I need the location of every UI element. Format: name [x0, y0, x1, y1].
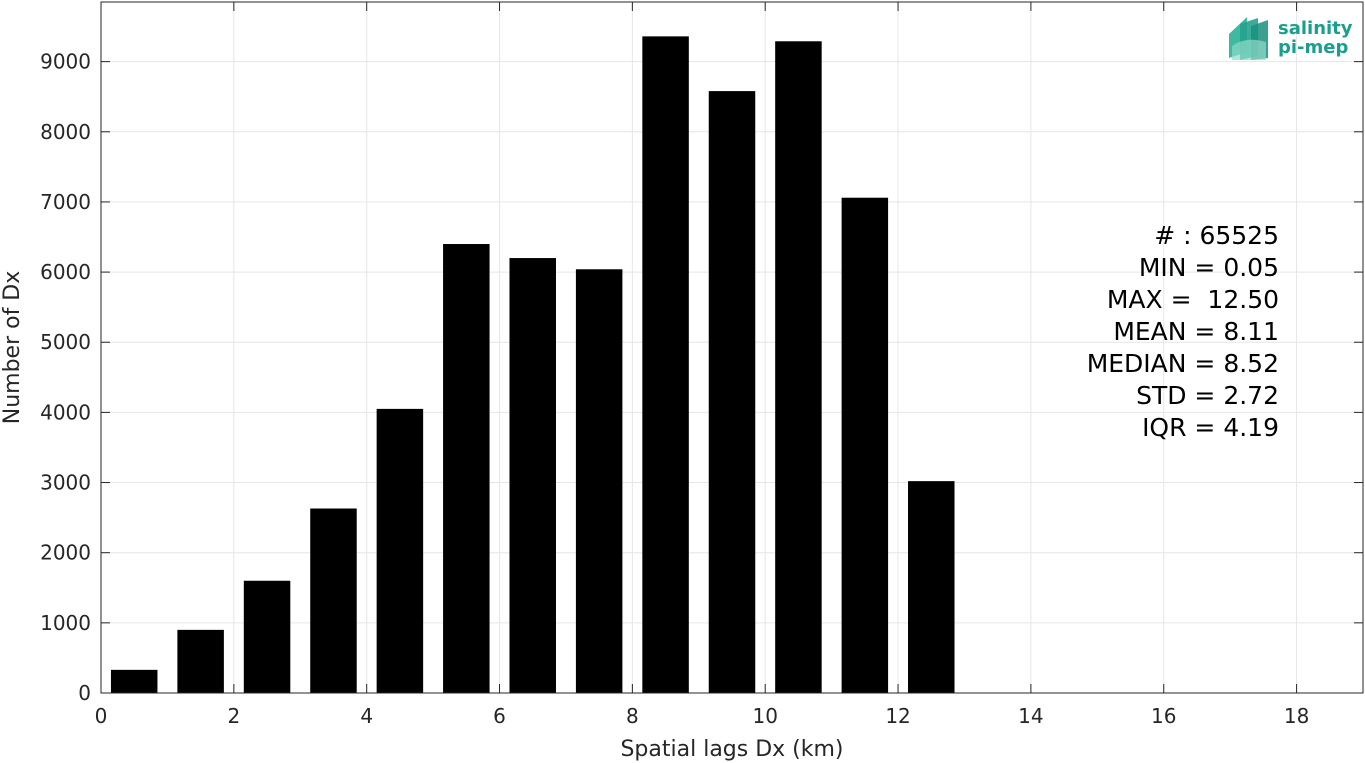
- x-axis-label: Spatial lags Dx (km): [620, 737, 843, 762]
- x-tick-label: 6: [493, 704, 506, 728]
- x-tick-label: 2: [227, 704, 240, 728]
- x-tick-label: 4: [360, 704, 373, 728]
- stats-line: MIN = 0.05: [1139, 253, 1279, 282]
- y-tick-label: 0: [78, 681, 91, 705]
- bar-1: [177, 629, 224, 693]
- y-tick-label: 2000: [40, 541, 91, 565]
- y-tick-label: 7000: [40, 190, 91, 214]
- stats-line: MAX = 12.50: [1107, 285, 1279, 314]
- y-tick-label: 5000: [40, 330, 91, 354]
- y-tick-label: 6000: [40, 260, 91, 284]
- bar-9: [708, 91, 756, 694]
- x-tick-label: 8: [626, 704, 639, 728]
- bar-4: [376, 408, 424, 693]
- x-tick-label: 10: [752, 704, 777, 728]
- y-tick-label: 3000: [40, 471, 91, 495]
- bar-0: [110, 669, 158, 693]
- x-tick-label: 12: [885, 704, 910, 728]
- x-tick-label: 16: [1151, 704, 1176, 728]
- y-tick-label: 8000: [40, 120, 91, 144]
- bar-10: [775, 41, 822, 693]
- axes-box: [100, 1, 1364, 694]
- bar-7: [575, 269, 623, 693]
- bar-2: [243, 580, 291, 693]
- bar-3: [310, 508, 357, 693]
- logo-line2: pi-mep: [1278, 37, 1348, 58]
- bar-8: [642, 36, 689, 693]
- tick-labels: 0 2 4 6 8 10 12 14 16 18 0 1000 2000 3000 4000 5000 6000…: [40, 50, 1309, 728]
- stats-line: MEAN = 8.11: [1113, 317, 1279, 346]
- wave-logo-icon: [1229, 17, 1268, 60]
- y-tick-label: 1000: [40, 611, 91, 635]
- bar-5: [443, 244, 490, 693]
- stats-line: MEDIAN = 8.52: [1087, 349, 1279, 378]
- stats-line: STD = 2.72: [1136, 381, 1279, 410]
- bar-11: [841, 197, 889, 694]
- x-tick-label: 18: [1284, 704, 1309, 728]
- ticks: [100, 2, 1363, 694]
- y-tick-label: 9000: [40, 50, 91, 74]
- stats-annotation: # : 65525 MIN = 0.05 MAX = 12.50 MEAN = 8.1…: [1087, 221, 1279, 442]
- x-tick-label: 0: [95, 704, 108, 728]
- x-tick-label: 14: [1018, 704, 1043, 728]
- stats-line: # : 65525: [1154, 221, 1279, 250]
- stats-line: IQR = 4.19: [1142, 413, 1279, 442]
- y-axis-label: Number of Dx: [0, 271, 25, 425]
- bar-6: [509, 258, 556, 693]
- salinity-pi-mep-logo: salinity pi-mep: [1229, 17, 1353, 60]
- bars: [110, 36, 955, 694]
- bar-12: [908, 481, 955, 693]
- y-tick-label: 4000: [40, 400, 91, 424]
- logo-line1: salinity: [1278, 18, 1353, 39]
